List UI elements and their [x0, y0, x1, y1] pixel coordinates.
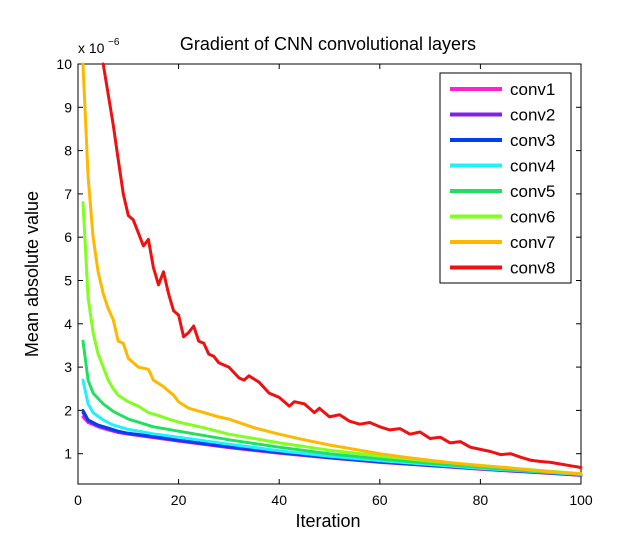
legend-label-conv7: conv7 — [510, 233, 555, 252]
y-multiplier-base: x 10 — [78, 40, 105, 56]
y-multiplier-exponent: −6 — [108, 37, 120, 48]
legend-label-conv2: conv2 — [510, 106, 555, 125]
y-tick-label: 6 — [64, 229, 72, 245]
plot-area — [77, 63, 582, 485]
y-tick-label: 9 — [64, 99, 72, 115]
y-tick-label: 10 — [56, 56, 72, 72]
chart-title: Gradient of CNN convolutional layers — [180, 34, 476, 54]
x-tick-label: 40 — [271, 492, 287, 508]
legend-label-conv3: conv3 — [510, 131, 555, 150]
series-lines — [81, 62, 583, 477]
legend-box — [439, 72, 572, 284]
x-axis-label: Iteration — [295, 511, 360, 531]
legend-label-conv8: conv8 — [510, 259, 555, 278]
y-tick-label: 8 — [64, 143, 72, 159]
legend-label-conv6: conv6 — [510, 208, 555, 227]
x-tick-label: 80 — [473, 492, 489, 508]
x-tick-label: 60 — [372, 492, 388, 508]
legend: conv1 conv2 conv3 conv4 conv5 conv6 conv7 conv8 — [439, 72, 572, 284]
series-line-conv5 — [81, 339, 583, 476]
series-line-conv7 — [81, 62, 583, 476]
y-axis: 1 2 3 4 5 6 7 8 9 10 — [56, 56, 581, 462]
series-line-conv8 — [101, 62, 583, 469]
y-multiplier: x 10 −6 — [78, 37, 120, 56]
x-tick-label: 100 — [569, 492, 593, 508]
y-tick-label: 2 — [64, 402, 72, 418]
y-tick-label: 4 — [64, 316, 72, 332]
x-tick-label: 20 — [171, 492, 187, 508]
y-tick-label: 1 — [64, 446, 72, 462]
y-tick-label: 3 — [64, 359, 72, 375]
legend-label-conv1: conv1 — [510, 80, 555, 99]
y-axis-label: Mean absolute value — [22, 191, 42, 357]
y-tick-label: 7 — [64, 186, 72, 202]
legend-label-conv4: conv4 — [510, 157, 555, 176]
x-tick-label: 0 — [74, 492, 82, 508]
y-tick-label: 5 — [64, 272, 72, 288]
x-axis: 0 20 40 60 80 100 — [74, 64, 593, 508]
series-line-conv6 — [81, 201, 583, 476]
legend-label-conv5: conv5 — [510, 182, 555, 201]
series-line-conv3 — [81, 408, 583, 477]
series-line-conv2 — [81, 411, 583, 477]
axes-box — [77, 63, 582, 485]
